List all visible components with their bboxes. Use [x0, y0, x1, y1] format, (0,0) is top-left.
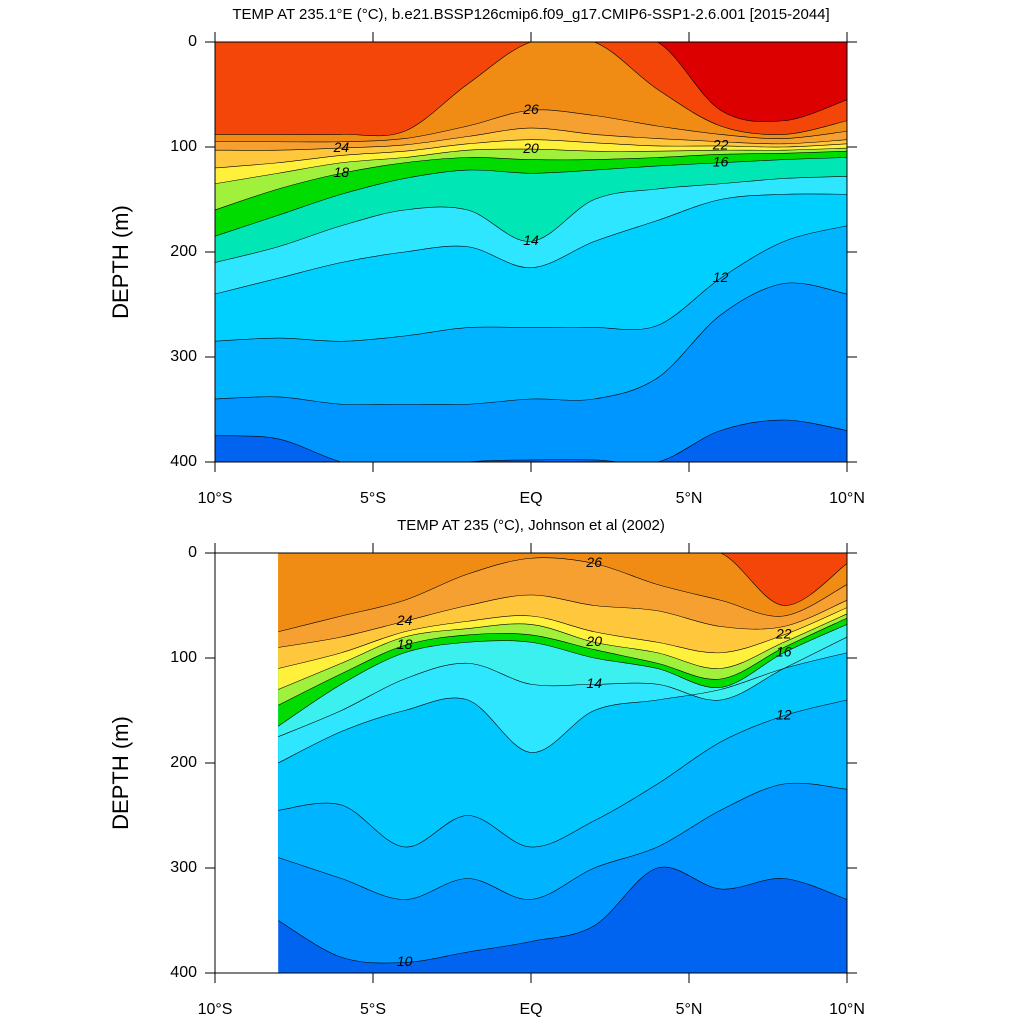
contour-line [215, 127, 847, 151]
contour-fill [278, 553, 847, 632]
contour-label: 14 [523, 232, 539, 248]
y-tick-label: 100 [170, 138, 197, 155]
x-tick-label: EQ [519, 1001, 542, 1018]
contour-line [215, 176, 847, 263]
x-tick-label: 10°S [198, 1001, 233, 1018]
contour-line [215, 147, 847, 185]
contour-line [278, 557, 847, 633]
contour-line [215, 157, 847, 237]
contour-line [215, 109, 847, 143]
contour-label: 20 [585, 633, 602, 649]
contour-line [215, 42, 847, 123]
contour-line [278, 866, 847, 964]
x-tick-label: 5°S [360, 490, 386, 507]
chart-title: TEMP AT 235.1°E (°C), b.e21.BSSP126cmip6… [232, 6, 829, 23]
y-tick-label: 0 [188, 544, 197, 561]
contour-line [278, 636, 847, 738]
contour-label: 10 [397, 953, 413, 969]
x-tick-label: 5°N [676, 1001, 703, 1018]
contour-label: 26 [585, 554, 602, 570]
y-tick-label: 0 [188, 33, 197, 50]
y-axis-label: DEPTH (m) [108, 205, 133, 319]
contour-label: 16 [713, 153, 729, 169]
x-tick-label: 10°S [198, 490, 233, 507]
y-tick-label: 200 [170, 754, 197, 771]
contour-line [278, 617, 847, 706]
contour-label: 20 [522, 140, 539, 156]
contour-label: 18 [334, 164, 350, 180]
contour-label: 18 [397, 636, 413, 652]
contour-line [278, 594, 847, 648]
plot-area: 10 12 14 16 18 20 22 24 26 [278, 553, 847, 973]
y-axis-label: DEPTH (m) [108, 716, 133, 830]
contour-line [215, 225, 847, 342]
chart-title: TEMP AT 235 (°C), Johnson et al (2002) [397, 517, 665, 534]
x-tick-label: 5°N [676, 490, 703, 507]
contour-line [215, 139, 847, 169]
contour-line [278, 624, 847, 727]
contour-panel: 10 12 14 16 18 20 22 24 26 0 100 200 300 400 10°S 5°S EQ… [108, 517, 865, 1018]
contour-label: 24 [333, 139, 350, 155]
y-tick-label: 300 [170, 859, 197, 876]
contour-line [278, 553, 847, 606]
contour-line [278, 607, 847, 669]
y-tick-label: 400 [170, 964, 197, 981]
contour-line [215, 193, 847, 295]
contour-line [215, 42, 847, 137]
y-tick-label: 400 [170, 453, 197, 470]
x-tick-label: 10°N [829, 490, 865, 507]
y-tick-label: 300 [170, 348, 197, 365]
y-tick-label: 100 [170, 649, 197, 666]
contour-line [215, 282, 847, 406]
x-tick-label: 10°N [829, 1001, 865, 1018]
contour-line [215, 150, 847, 211]
x-tick-label: EQ [519, 490, 542, 507]
x-tick-label: 5°S [360, 1001, 386, 1018]
y-tick-label: 200 [170, 243, 197, 260]
plot-area: 12 14 16 18 20 22 24 26 [215, 42, 847, 462]
contour-label: 26 [522, 101, 539, 117]
contour-line [278, 782, 847, 900]
contour-label: 22 [775, 626, 792, 642]
contour-label: 14 [586, 675, 602, 691]
contour-line [215, 419, 847, 462]
contour-line [278, 652, 847, 764]
contour-line [278, 613, 847, 690]
contour-label: 16 [776, 643, 792, 659]
contour-label: 22 [712, 137, 729, 153]
contour-label: 12 [713, 269, 729, 285]
surface-fill [278, 553, 847, 606]
surface-fill [215, 42, 847, 122]
contour-label: 24 [396, 612, 413, 628]
contour-panel: 12 14 16 18 20 22 24 26 0 100 200 300 400 10°S 5°S EQ 5°… [108, 6, 865, 507]
contour-line [278, 699, 847, 848]
contour-label: 12 [776, 706, 792, 722]
